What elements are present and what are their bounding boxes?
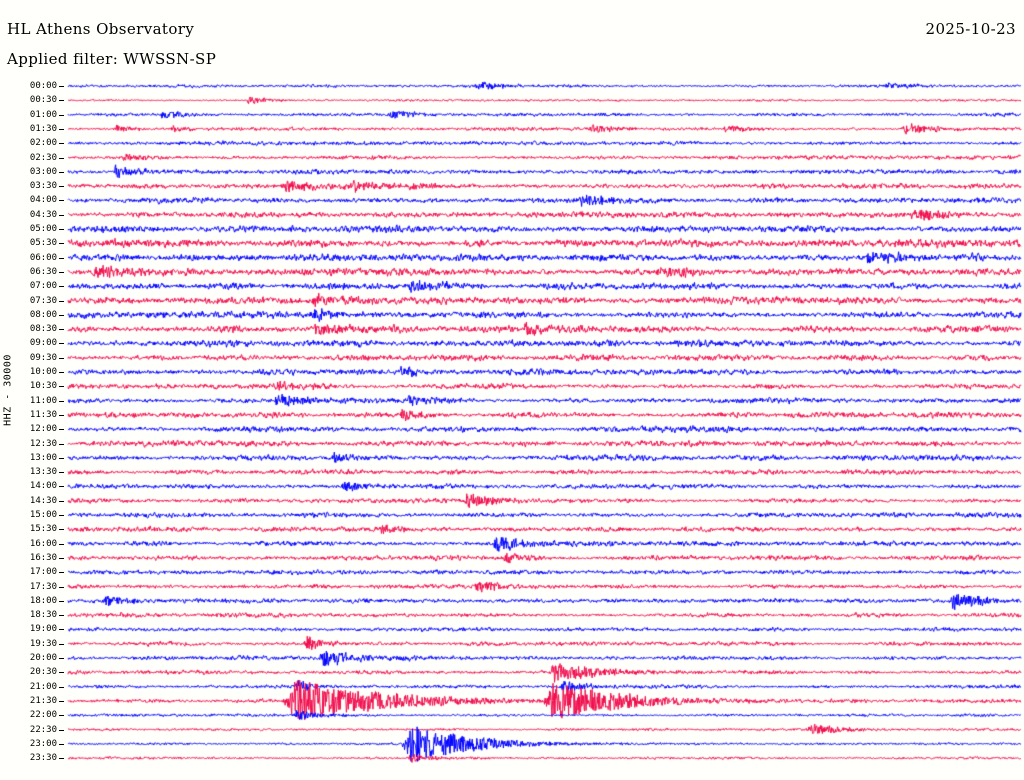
time-axis-label: 13:00 [29,452,57,463]
time-axis-label: 15:30 [29,524,57,535]
time-axis-tick [59,271,64,273]
time-axis-label: 18:30 [29,610,57,621]
time-axis-label: 22:30 [29,724,57,735]
time-axis-label: 14:00 [29,481,57,492]
time-axis-tick [59,557,64,559]
time-axis-label: 03:30 [29,181,57,192]
time-axis-label: 10:30 [29,381,57,392]
time-axis-label: 00:30 [29,95,57,106]
time-axis-label: 14:30 [29,495,57,506]
time-axis-label: 17:30 [29,581,57,592]
time-axis-tick [59,429,64,431]
time-axis-tick [59,500,64,502]
time-axis-tick [59,343,64,345]
time-axis-tick [59,543,64,545]
time-axis-tick [59,572,64,574]
time-axis-tick [59,414,64,416]
time-axis-tick [59,629,64,631]
time-axis-label: 19:00 [29,624,57,635]
time-axis-label: 19:30 [29,638,57,649]
time-axis-label: 05:00 [29,224,57,234]
time-axis-label: 04:30 [29,209,57,220]
time-axis-label: 05:30 [29,238,57,249]
time-axis-tick [59,329,64,331]
time-axis-label: 00:00 [29,81,57,91]
time-axis-tick [59,400,64,402]
time-axis-tick [59,128,64,130]
time-axis-tick [59,586,64,588]
time-axis-label: 04:00 [29,195,57,206]
time-axis-tick [59,357,64,359]
time-axis-tick [59,686,64,688]
time-axis-label: 07:30 [29,295,57,306]
time-axis-label: 17:00 [29,567,57,578]
time-axis-tick [59,243,64,245]
time-axis-label: 22:00 [29,710,57,721]
time-axis-tick [59,600,64,602]
time-axis-label: 02:30 [29,152,57,163]
time-axis: 00:00 00:30 01:00 01:30 02:00 02:30 03:00 03:30… [0,0,68,780]
time-axis-label: 02:00 [29,138,57,149]
time-axis-label: 15:00 [29,510,57,520]
time-axis-tick [59,286,64,288]
time-axis-tick [59,672,64,674]
time-axis-label: 13:30 [29,467,57,478]
time-axis-tick [59,729,64,731]
time-axis-tick [59,472,64,474]
time-axis-label: 18:00 [29,595,57,606]
time-axis-label: 01:00 [29,109,57,120]
time-axis-tick [59,372,64,373]
time-axis-tick [59,314,64,316]
time-axis-label: 23:30 [29,753,57,764]
time-axis-tick [59,658,64,659]
time-axis-tick [59,86,64,87]
time-axis-label: 12:30 [29,438,57,449]
time-axis-label: 20:00 [29,653,57,663]
time-axis-tick [59,186,64,188]
time-axis-tick [59,457,64,459]
time-axis-label: 06:30 [29,266,57,277]
time-axis-tick [59,758,64,760]
time-axis-label: 06:00 [29,252,57,263]
time-axis-tick [59,257,64,259]
time-axis-tick [59,643,64,645]
time-axis-label: 10:00 [29,367,57,377]
time-axis-label: 23:00 [29,738,57,749]
time-axis-tick [59,486,64,488]
time-axis-tick [59,700,64,702]
time-axis-tick [59,386,64,388]
time-axis-tick [59,529,64,531]
time-axis-label: 01:30 [29,123,57,134]
time-axis-tick [59,515,64,516]
time-axis-tick [59,143,64,145]
time-axis-label: 11:30 [29,409,57,420]
time-axis-label: 20:30 [29,667,57,678]
time-axis-label: 12:00 [29,424,57,435]
time-axis-label: 21:30 [29,695,57,706]
time-axis-tick [59,715,64,717]
time-axis-tick [59,443,64,445]
time-axis-label: 08:00 [29,309,57,320]
time-axis-tick [59,100,64,102]
time-axis-label: 09:00 [29,338,57,349]
time-axis-tick [59,300,64,302]
time-axis-label: 11:00 [29,395,57,406]
time-axis-label: 16:00 [29,538,57,549]
time-axis-label: 08:30 [29,324,57,335]
time-axis-label: 07:00 [29,281,57,292]
time-axis-tick [59,615,64,617]
time-axis-tick [59,743,64,745]
time-axis-tick [59,157,64,159]
time-axis-label: 09:30 [29,352,57,363]
time-axis-tick [59,171,64,173]
time-axis-tick [59,214,64,216]
time-axis-tick [59,229,64,230]
time-axis-tick [59,114,64,116]
time-axis-label: 16:30 [29,552,57,563]
time-axis-tick [59,200,64,202]
time-axis-label: 03:00 [29,166,57,177]
time-axis-label: 21:00 [29,681,57,692]
